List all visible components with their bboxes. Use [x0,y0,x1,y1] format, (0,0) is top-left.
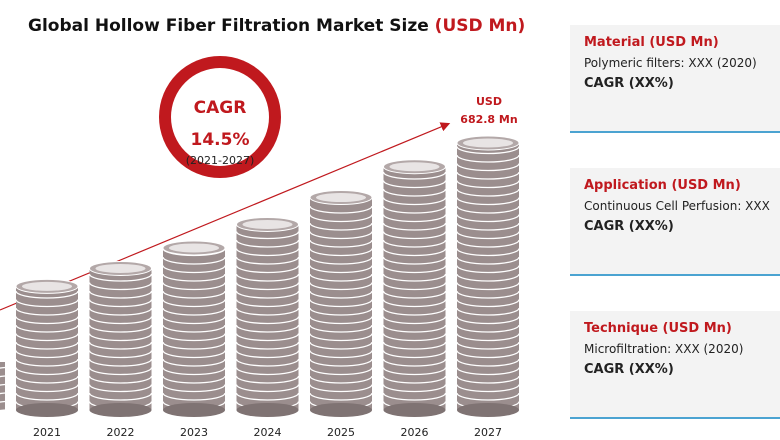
x-tick-label-2026: 2026 [401,426,429,439]
x-tick-label-2027: 2027 [474,426,502,439]
chart-title-text: Global Hollow Fiber Filtration Market Si… [28,16,429,36]
panel-cagr: CAGR (XX%) [584,219,674,234]
cagr-period: (2021-2027) [186,154,255,167]
panel-cagr: CAGR (XX%) [584,362,674,377]
x-tick-label-2025: 2025 [327,426,355,439]
panel-line: Continuous Cell Perfusion: XXX [584,199,770,213]
segment-panel-application: Application (USD Mn) Continuous Cell Per… [570,168,780,276]
cagr-label: CAGR [194,98,247,118]
x-tick-label-2021: 2021 [33,426,61,439]
x-tick-label-2023: 2023 [180,426,208,439]
bar-coin-stack-2026 [382,159,447,418]
chart-title: Global Hollow Fiber Filtration Market Si… [28,16,525,36]
bar-coin-stack-2027 [456,135,520,418]
panel-line: Polymeric filters: XXX (2020) [584,56,757,70]
end-value-label-amount: 682.8 Mn [460,113,517,126]
panel-cagr: CAGR (XX%) [584,76,674,91]
panel-heading: Material (USD Mn) [584,35,719,50]
x-tick-label-2024: 2024 [254,426,282,439]
bar-coin-stack-2025 [309,190,373,418]
bar-coin-stack-partial [0,362,6,412]
x-axis-labels: 2021 2022 2023 2024 2025 2026 2027 [33,426,502,439]
bar-coin-stack-2021 [15,278,79,418]
segment-panel-material: Material (USD Mn) Polymeric filters: XXX… [570,25,780,133]
chart-title-unit: (USD Mn) [434,16,526,36]
x-tick-label-2022: 2022 [107,426,135,439]
cagr-value: 14.5% [191,130,250,150]
panel-heading: Technique (USD Mn) [584,321,732,336]
cagr-badge-center [171,68,269,166]
panel-line: Microfiltration: XXX (2020) [584,342,744,356]
segment-panel-technique: Technique (USD Mn) Microfiltration: XXX … [570,311,780,419]
bar-coin-stack-2022 [88,260,153,418]
growth-arrow [0,122,451,311]
cagr-badge: CAGR 14.5% (2021-2027) [159,56,281,178]
market-size-chart: 2021 2022 2023 2024 2025 2026 2027 CAGR 14.5% … [0,56,520,439]
end-value-label-unit: USD [476,95,502,108]
bar-coin-stack-2023 [162,240,226,418]
coin-stacks [0,135,520,418]
panel-heading: Application (USD Mn) [584,178,741,193]
bar-coin-stack-2024 [235,216,300,418]
